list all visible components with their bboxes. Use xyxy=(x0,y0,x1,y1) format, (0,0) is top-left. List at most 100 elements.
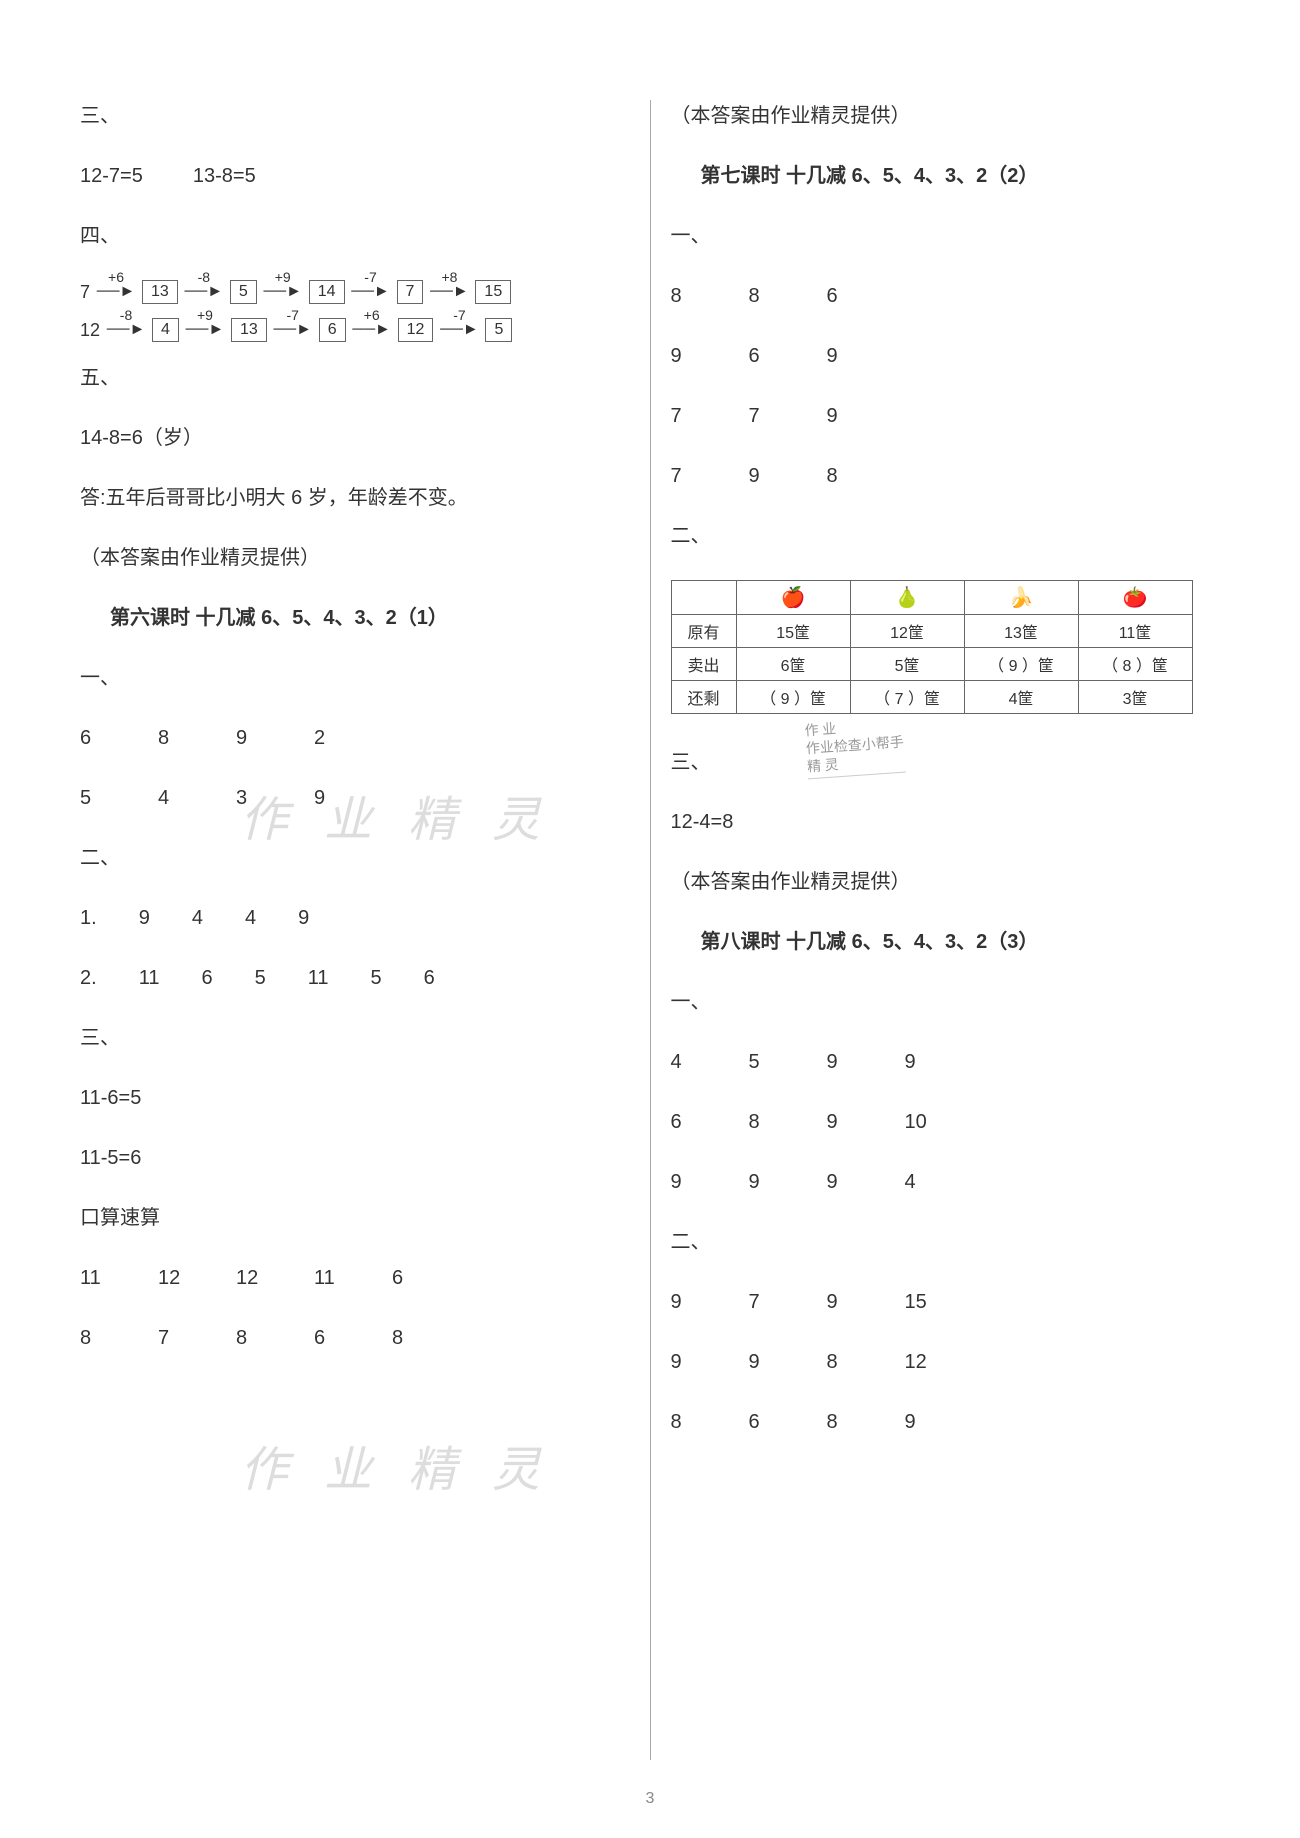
equation: 12-4=8 xyxy=(671,806,1221,838)
chain-op: -7 xyxy=(349,269,393,285)
number: 9 xyxy=(139,902,150,934)
cell: 13筐 xyxy=(964,615,1078,648)
number: 9 xyxy=(671,1286,701,1318)
chain-box: 13 xyxy=(231,318,267,342)
chain-op: +6 xyxy=(94,269,138,285)
number: 8 xyxy=(671,280,701,312)
section-five-answer: 答:五年后哥哥比小明大 6 岁，年龄差不变。 xyxy=(80,482,630,514)
chain-box: 6 xyxy=(319,318,346,342)
number: 9 xyxy=(827,1046,857,1078)
cell: 5筐 xyxy=(850,648,964,681)
number: 11 xyxy=(314,1262,344,1294)
number: 9 xyxy=(314,782,344,814)
number: 11 xyxy=(308,962,329,994)
number-row: 9 9 9 4 xyxy=(671,1166,1221,1198)
l6-section-three-label: 三、 xyxy=(80,1022,630,1054)
number-row: 5 4 3 9 xyxy=(80,782,630,814)
number: 12 xyxy=(905,1346,935,1378)
number: 6 xyxy=(314,1322,344,1354)
number: 6 xyxy=(201,962,212,994)
number-row: 8 6 8 9 xyxy=(671,1406,1221,1438)
arrow-icon: ──► xyxy=(352,321,391,338)
number-row: 1. 9 4 4 9 xyxy=(80,902,630,934)
chain-box: 12 xyxy=(398,318,434,342)
page-number: 3 xyxy=(646,1790,655,1808)
lesson-8-title: 第八课时 十几减 6、5、4、3、2（3） xyxy=(671,926,1221,958)
arrow-icon: ──► xyxy=(273,321,312,338)
arrow-chain-diagram: 7 +6──► 13 -8──► 5 +9──► 14 -7──► 7 +8──… xyxy=(80,280,630,342)
section-three-equations: 12-7=5 13-8=5 xyxy=(80,160,630,192)
cell: 6筐 xyxy=(736,648,850,681)
number: 10 xyxy=(905,1106,935,1138)
chain-start: 12 xyxy=(80,320,100,341)
number: 8 xyxy=(827,1406,857,1438)
chain-box: 7 xyxy=(397,280,424,304)
number: 12 xyxy=(236,1262,266,1294)
number: 12 xyxy=(158,1262,188,1294)
arrow-icon: ──► xyxy=(186,321,225,338)
chain-op: +9 xyxy=(261,269,305,285)
number: 3 xyxy=(236,782,266,814)
number: 9 xyxy=(749,460,779,492)
number: 8 xyxy=(671,1406,701,1438)
cell: 12筐 xyxy=(850,615,964,648)
arrow-icon: ──► xyxy=(440,321,479,338)
number: 9 xyxy=(905,1046,935,1078)
number-row: 9 6 9 xyxy=(671,340,1221,372)
number: 8 xyxy=(80,1322,110,1354)
l7-section-three-label: 三、 xyxy=(671,751,711,773)
number: 7 xyxy=(749,1286,779,1318)
oral-calc-label: 口算速算 xyxy=(80,1202,630,1234)
chain-box: 4 xyxy=(152,318,179,342)
number: 6 xyxy=(749,340,779,372)
number: 4 xyxy=(158,782,188,814)
number: 8 xyxy=(749,1106,779,1138)
number: 9 xyxy=(827,340,857,372)
row-label: 2. xyxy=(80,962,97,994)
number: 5 xyxy=(255,962,266,994)
page-container: 三、 12-7=5 13-8=5 四、 7 +6──► 13 -8──► 5 +… xyxy=(0,0,1300,1800)
number: 7 xyxy=(671,460,701,492)
number-row: 11 12 12 11 6 xyxy=(80,1262,630,1294)
number: 15 xyxy=(905,1286,935,1318)
number-row: 7 9 8 xyxy=(671,460,1221,492)
number: 4 xyxy=(671,1046,701,1078)
number: 9 xyxy=(671,340,701,372)
number: 9 xyxy=(905,1406,935,1438)
right-column: （本答案由作业精灵提供） 第七课时 十几减 6、5、4、3、2（2） 一、 8 … xyxy=(651,100,1241,1760)
cell: （ 8 ）筐 xyxy=(1078,648,1192,681)
number: 8 xyxy=(236,1322,266,1354)
stamp-line: 精 灵 xyxy=(807,759,839,776)
cell: （ 9 ）筐 xyxy=(736,681,850,714)
number: 8 xyxy=(827,1346,857,1378)
equation: 12-7=5 xyxy=(80,165,143,187)
arrow-icon: ──► xyxy=(185,283,224,300)
number-row: 6 8 9 10 xyxy=(671,1106,1221,1138)
section-five-equation: 14-8=6（岁） xyxy=(80,422,630,454)
chain-op: +9 xyxy=(183,307,227,323)
chain-op: -8 xyxy=(104,307,148,323)
table-row: 卖出 6筐 5筐 （ 9 ）筐 （ 8 ）筐 xyxy=(671,648,1192,681)
arrow-icon: ──► xyxy=(351,283,390,300)
number: 9 xyxy=(827,1106,857,1138)
equation: 11-5=6 xyxy=(80,1142,630,1174)
number-row: 2. 11 6 5 11 5 6 xyxy=(80,962,630,994)
section-four-label: 四、 xyxy=(80,220,630,252)
equation: 11-6=5 xyxy=(80,1082,630,1114)
left-column: 三、 12-7=5 13-8=5 四、 7 +6──► 13 -8──► 5 +… xyxy=(60,100,651,1760)
banana-icon: 🍌 xyxy=(964,581,1078,615)
arrow-icon: ──► xyxy=(97,283,136,300)
chain-box: 14 xyxy=(309,280,345,304)
apple-icon: 🍎 xyxy=(736,581,850,615)
stamp-line: 作业检查小帮手 xyxy=(806,736,905,758)
number-row: 8 8 6 xyxy=(671,280,1221,312)
number: 6 xyxy=(424,962,435,994)
l7-section-three-row: 三、 作 业 作业检查小帮手 精 灵 xyxy=(671,720,1221,778)
number-row: 4 5 9 9 xyxy=(671,1046,1221,1078)
number: 9 xyxy=(236,722,266,754)
chain-op: -7 xyxy=(271,307,315,323)
row-label: 还剩 xyxy=(671,681,736,714)
watermark-stamp: 作 业 作业检查小帮手 精 灵 xyxy=(804,717,906,779)
number-row: 8 7 8 6 8 xyxy=(80,1322,630,1354)
cell: 4筐 xyxy=(964,681,1078,714)
